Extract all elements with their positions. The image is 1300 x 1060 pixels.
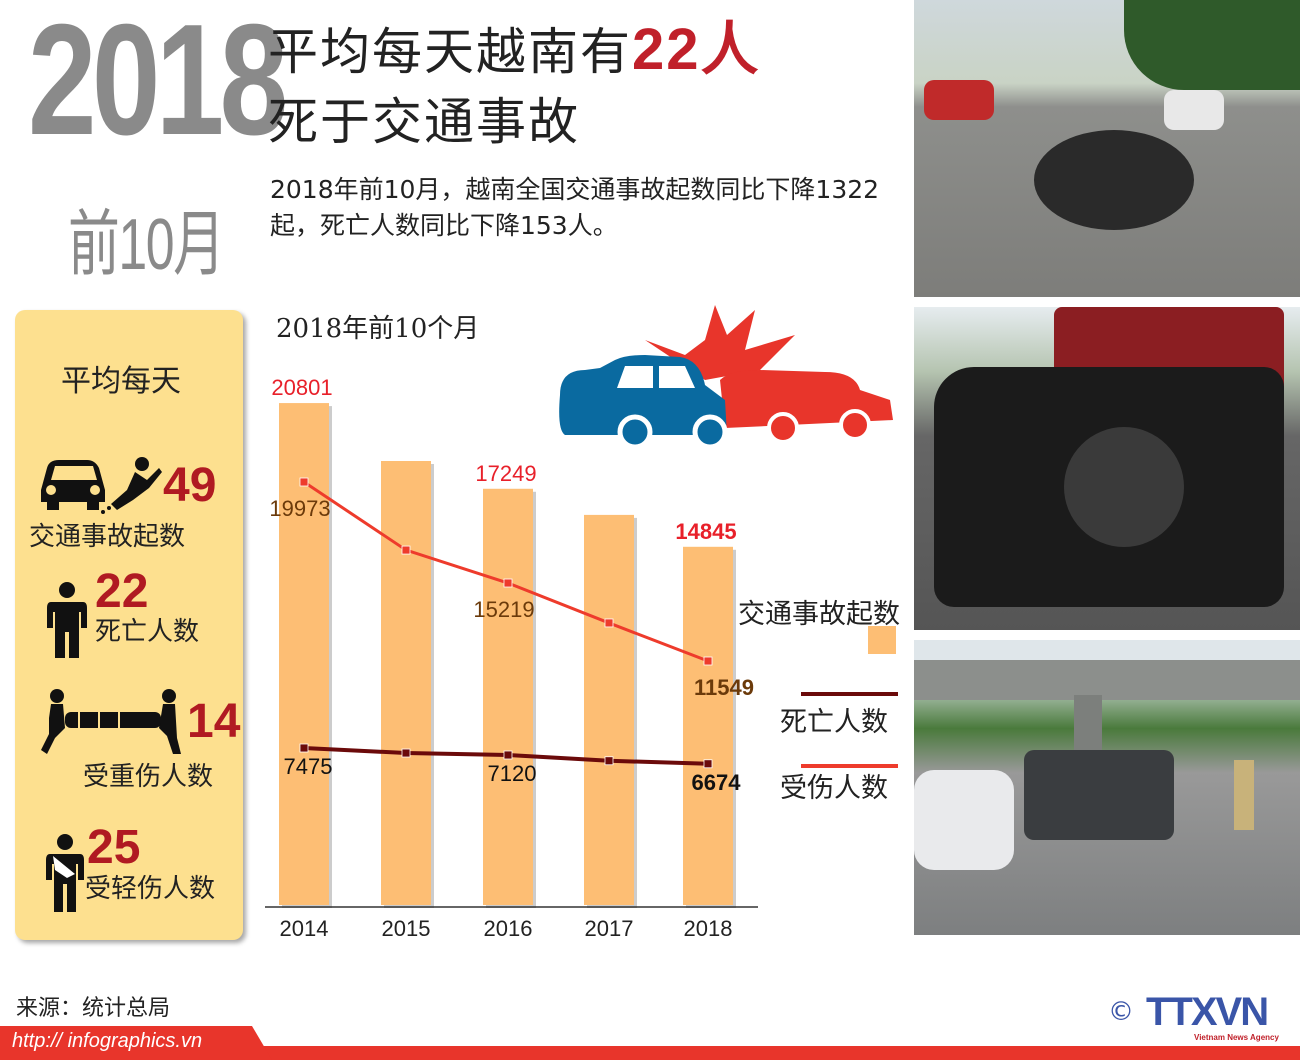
deaths-label-2014: 7475: [284, 754, 333, 779]
person-icon: [47, 582, 87, 658]
chart-plot-area: 20801 17249 14845 2014 2015 2016 2017 2018 19973…: [265, 375, 758, 941]
x-tick-2016: 2016: [484, 916, 533, 941]
daily-accidents-label: 交通事故起数: [29, 522, 186, 552]
bar-2016: [483, 488, 533, 905]
daily-average-panel: 平均每天 49 交通事故起数 22 死亡人数 14 受重伤人数 25 受轻伤人数: [15, 310, 243, 940]
x-tick-2014: 2014: [280, 916, 329, 941]
injured-label-2018: 11549: [694, 675, 754, 700]
deaths-point-2014: [299, 743, 309, 753]
main-title-line1: 平均每天越南有22人: [268, 20, 761, 82]
bar-label-2014: 20801: [271, 375, 332, 400]
title-highlight: 22人: [632, 17, 761, 82]
panel-heading: 平均每天: [61, 364, 181, 399]
bar-2018: [683, 546, 733, 905]
legend-label-accidents: 交通事故起数: [738, 599, 900, 630]
photo-car-bus-crash: [914, 307, 1300, 630]
injured-point-2017: [604, 618, 614, 628]
year-heading: 2018: [28, 0, 288, 168]
daily-minor-injuries-value: 25: [87, 821, 141, 874]
x-tick-2018: 2018: [684, 916, 733, 941]
footer-url-tab: [0, 1026, 272, 1060]
car-crash-illustration: [559, 305, 893, 450]
legend-label-deaths: 死亡人数: [780, 707, 888, 738]
daily-minor-injuries-label: 受轻伤人数: [85, 874, 216, 904]
bar-2014: [279, 403, 329, 905]
daily-serious-injuries-value: 14: [187, 695, 241, 748]
legend-line-deaths: [801, 692, 898, 696]
legend-swatch-accidents: [868, 626, 896, 654]
deaths-label-2016: 7120: [488, 761, 537, 786]
subtitle: 2018年前10月，越南全国交通事故起数同比下降1322起，死亡人数同比下降15…: [270, 175, 880, 240]
legend-label-injured: 受伤人数: [780, 773, 888, 804]
deaths-point-2015: [401, 748, 411, 758]
main-title-line2: 死于交通事故: [268, 93, 580, 151]
injured-label-2016: 15219: [473, 597, 534, 622]
bar-label-2016: 17249: [475, 461, 536, 486]
ttxvn-logo: © TTXVN Vietnam News Agency: [1108, 990, 1288, 1045]
deaths-point-2017: [604, 756, 614, 766]
injured-point-2018: [703, 656, 713, 666]
injured-point-2015: [401, 545, 411, 555]
photo-motorbike-crash: [914, 0, 1300, 297]
deaths-label-2018: 6674: [692, 770, 742, 795]
photo-overpass-truck-crash: [914, 640, 1300, 935]
source-note: 来源：统计总局: [16, 996, 171, 1021]
daily-deaths-label: 死亡人数: [95, 617, 200, 647]
copyright-symbol: ©: [1108, 997, 1134, 1027]
legend-line-injured: [801, 764, 898, 768]
injured-label-2014: 19973: [269, 496, 330, 521]
bar-2017: [584, 514, 634, 905]
deaths-point-2018: [703, 759, 713, 769]
footer-band: [0, 1046, 1300, 1060]
car-hits-motorbike-icon: [41, 457, 162, 514]
bar-2015: [381, 461, 431, 905]
daily-serious-injuries-label: 受重伤人数: [83, 762, 214, 792]
bar-label-2018: 14845: [675, 519, 736, 544]
stretcher-bearers-icon: [41, 689, 181, 754]
logo-subtext: Vietnam News Agency: [1194, 1033, 1279, 1042]
injured-point-2016: [503, 578, 513, 588]
website-link[interactable]: http:// infographics.vn: [12, 1030, 203, 1052]
injured-arm-sling-icon: [46, 834, 84, 912]
chart-title: 2018年前10个月: [276, 314, 480, 344]
x-tick-2017: 2017: [585, 916, 634, 941]
period-heading: 前10月: [68, 205, 225, 285]
deaths-point-2016: [503, 750, 513, 760]
title-prefix: 平均每天越南有: [268, 23, 632, 81]
daily-deaths-value: 22: [95, 565, 149, 618]
daily-accidents-value: 49: [163, 459, 217, 512]
logo-text: TTXVN: [1146, 990, 1269, 1034]
x-tick-2015: 2015: [382, 916, 431, 941]
injured-point-2014: [299, 477, 309, 487]
